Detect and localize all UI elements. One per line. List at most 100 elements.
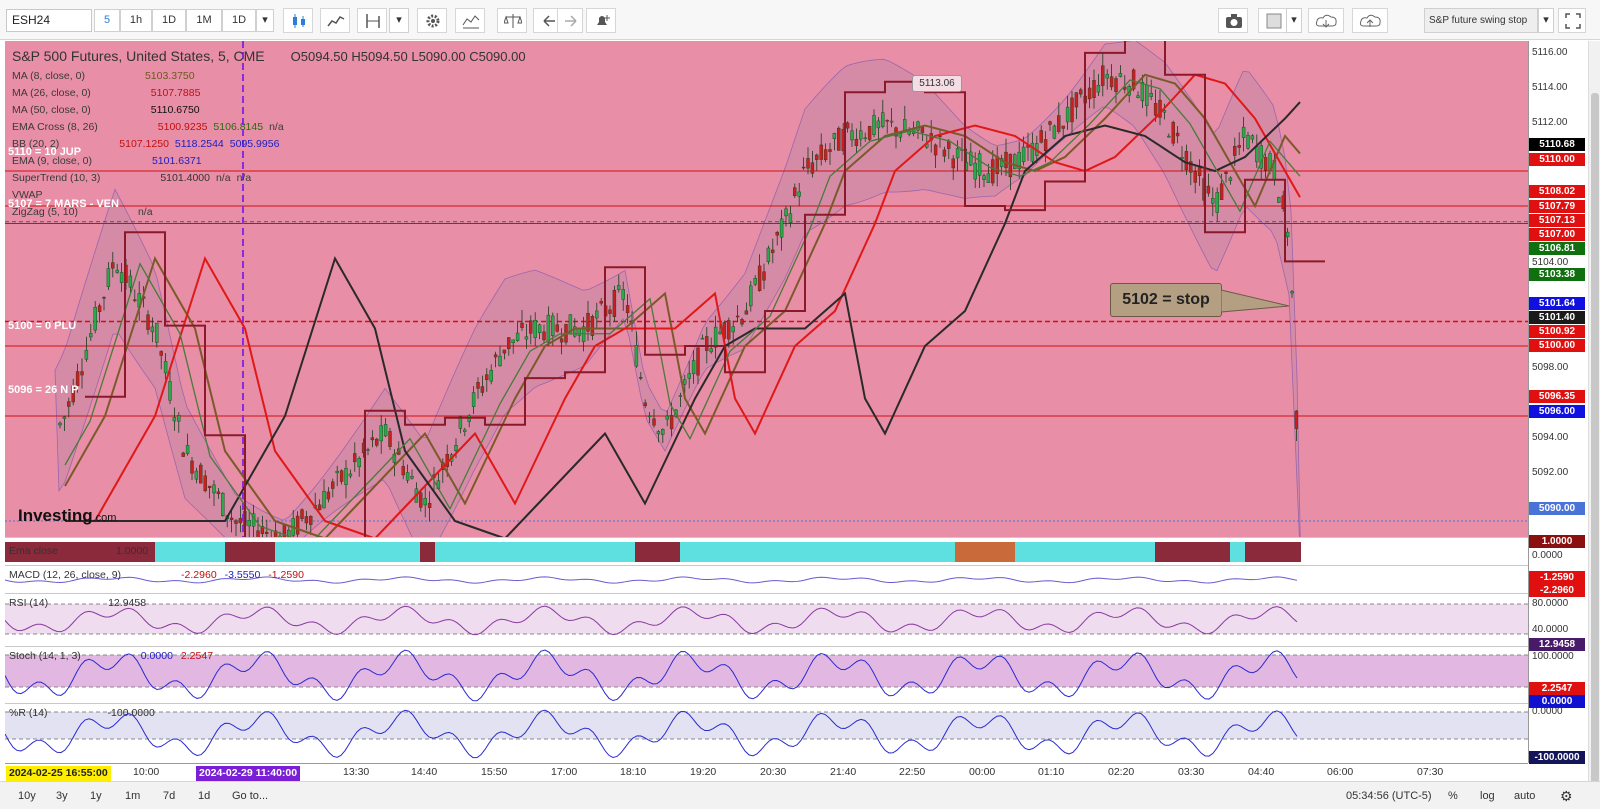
price-tag: 5101.64 xyxy=(1529,297,1585,310)
price-tag: 5096.00 xyxy=(1529,405,1585,418)
vertical-scrollbar[interactable] xyxy=(1588,41,1600,783)
interval-1h-button[interactable]: 1h xyxy=(120,9,152,32)
ema-close-axis-tick: 0.0000 xyxy=(1532,550,1563,561)
legend-ma50[interactable]: MA (50, close, 0) 5110.6750 xyxy=(12,104,200,116)
layout-select-button[interactable] xyxy=(1258,8,1288,33)
chart-title: S&P 500 Futures, United States, 5, CME xyxy=(12,48,265,64)
range-10y-button[interactable]: 10y xyxy=(18,790,36,802)
price-tag: 5090.00 xyxy=(1529,502,1585,515)
time-tick: 06:00 xyxy=(1327,766,1354,778)
legend-supertrend[interactable]: SuperTrend (10, 3) 5101.4000 n/a n/a xyxy=(12,172,252,184)
indicators-icon xyxy=(462,15,480,29)
rsi-pane[interactable]: RSI (14) 12.9458 xyxy=(5,593,1528,646)
clock-readout: 05:34:56 (UTC-5) xyxy=(1346,790,1432,802)
time-tick: 00:00 xyxy=(969,766,996,778)
price-annotation-bubble[interactable]: 5113.06 xyxy=(912,75,962,92)
price-tag: 5107.00 xyxy=(1529,228,1585,241)
time-axis[interactable] xyxy=(5,763,1528,781)
stoch-legend[interactable]: Stoch (14, 1, 3) 0.0000 2.2547 xyxy=(9,650,214,662)
level-label-5110: 5110 = 10 JUP xyxy=(8,146,82,158)
redo-button[interactable] xyxy=(557,8,583,33)
layout-name-dropdown[interactable]: ▾ xyxy=(1538,8,1554,33)
scale-icon xyxy=(504,14,522,28)
log-scale-toggle[interactable]: log xyxy=(1480,790,1495,802)
alert-button[interactable] xyxy=(586,8,616,33)
rsi-axis-tick: 80.0000 xyxy=(1532,598,1569,609)
indicators-button[interactable] xyxy=(455,8,485,33)
auto-scale-toggle[interactable]: auto xyxy=(1514,790,1536,802)
save-layout-button[interactable] xyxy=(1352,8,1388,33)
williams-r-legend[interactable]: %R (14) -100.0000 xyxy=(9,707,155,719)
interval-1m-button[interactable]: 1M xyxy=(186,9,222,32)
williams-r-pane[interactable]: %R (14) -100.0000 xyxy=(5,703,1528,763)
fullscreen-icon xyxy=(1565,13,1581,29)
legend-vwap[interactable]: VWAP xyxy=(12,189,43,201)
macd-legend[interactable]: MACD (12, 26, close, 9) -2.2960 -3.5550 -1.… xyxy=(9,569,304,581)
layout-name-select[interactable]: S&P future swing stop xyxy=(1424,8,1538,33)
screenshot-button[interactable] xyxy=(1218,8,1248,33)
macd-pane[interactable]: MACD (12, 26, close, 9) -2.2960 -3.5550 -1.… xyxy=(5,565,1528,593)
price-tag: 5107.13 xyxy=(1529,214,1585,227)
gear-icon xyxy=(426,14,440,28)
range-3y-button[interactable]: 3y xyxy=(56,790,68,802)
chart-legend-title: S&P 500 Futures, United States, 5, CME O5… xyxy=(12,48,526,64)
layout-dropdown[interactable]: ▾ xyxy=(1286,8,1302,33)
redo-icon xyxy=(565,15,577,27)
range-1d-button[interactable]: 1d xyxy=(198,790,211,802)
time-tick: 14:40 xyxy=(411,766,438,778)
scrollbar-thumb[interactable] xyxy=(1591,93,1599,783)
chart-settings-button[interactable]: ⚙ xyxy=(1560,788,1573,805)
stoch-canvas xyxy=(5,649,1528,702)
time-tick: 17:00 xyxy=(551,766,578,778)
legend-bb[interactable]: BB (20, 2) 5107.1250 5118.2544 5095.9956 xyxy=(12,138,280,150)
stoch-pane[interactable]: Stoch (14, 1, 3) 0.0000 2.2547 xyxy=(5,646,1528,703)
price-tag: 5108.02 xyxy=(1529,185,1585,198)
interval-5m-button[interactable]: 5 xyxy=(94,9,120,32)
percent-scale-toggle[interactable]: % xyxy=(1448,790,1458,802)
symbol-input[interactable]: ESH24 xyxy=(6,9,92,32)
price-chart-canvas[interactable] xyxy=(5,41,1528,537)
rsi-canvas xyxy=(5,603,1528,636)
ema-close-pane[interactable]: Ema close 1.0000 xyxy=(5,537,1528,565)
price-tag: 5100.92 xyxy=(1529,325,1585,338)
candles-button[interactable] xyxy=(283,8,313,33)
line-chart-button[interactable] xyxy=(320,8,350,33)
interval-custom-button[interactable]: 1D xyxy=(222,9,256,32)
range-7d-button[interactable]: 7d xyxy=(163,790,176,802)
legend-ma26[interactable]: MA (26, close, 0) 5107.7885 xyxy=(12,87,201,99)
price-chart-pane[interactable] xyxy=(5,41,1528,537)
interval-dropdown-button[interactable]: ▾ xyxy=(256,9,274,32)
time-tick: 19:20 xyxy=(690,766,717,778)
chevron-down-icon: ▾ xyxy=(1543,14,1549,26)
price-tag: 5110.68 xyxy=(1529,138,1585,151)
price-tick: 5116.00 xyxy=(1532,47,1568,58)
drawing-tools-dropdown[interactable]: ▾ xyxy=(389,8,409,33)
rsi-legend[interactable]: RSI (14) 12.9458 xyxy=(9,597,147,609)
williams-r-canvas xyxy=(5,709,1528,759)
interval-1d-button[interactable]: 1D xyxy=(152,9,186,32)
stop-callout[interactable]: 5102 = stop xyxy=(1110,283,1222,317)
ohlc-readout: O5094.50 H5094.50 L5090.00 C5090.00 xyxy=(290,49,526,64)
time-tick: 21:40 xyxy=(830,766,857,778)
drawing-tools-button[interactable] xyxy=(357,8,387,33)
fullscreen-button[interactable] xyxy=(1558,8,1586,33)
load-layout-button[interactable] xyxy=(1308,8,1344,33)
legend-ema-cross[interactable]: EMA Cross (8, 26) 5100.9235 5106.8145 n/a xyxy=(12,121,284,133)
bell-plus-icon xyxy=(597,15,610,25)
cloud-upload-icon xyxy=(1359,14,1381,27)
legend-zigzag[interactable]: ZigZag (5, 10) n/a xyxy=(12,206,153,218)
legend-ma8[interactable]: MA (8, close, 0) 5103.3750 xyxy=(12,70,195,82)
wr-axis-tick: 0.0000 xyxy=(1532,706,1563,717)
time-tick: 04:40 xyxy=(1248,766,1275,778)
candlestick-icon xyxy=(293,14,305,28)
ema-close-legend[interactable]: Ema close 1.0000 xyxy=(9,545,149,557)
range-1y-button[interactable]: 1y xyxy=(90,790,102,802)
rsi-axis-tag: 12.9458 xyxy=(1529,638,1585,651)
settings-button[interactable] xyxy=(417,8,447,33)
chevron-down-icon: ▾ xyxy=(396,14,402,26)
range-1m-button[interactable]: 1m xyxy=(125,790,141,802)
compare-button[interactable] xyxy=(497,8,527,33)
time-tick: 07:30 xyxy=(1417,766,1444,778)
goto-button[interactable]: Go to... xyxy=(232,790,269,802)
legend-ema9[interactable]: EMA (9, close, 0) 5101.6371 xyxy=(12,155,202,167)
